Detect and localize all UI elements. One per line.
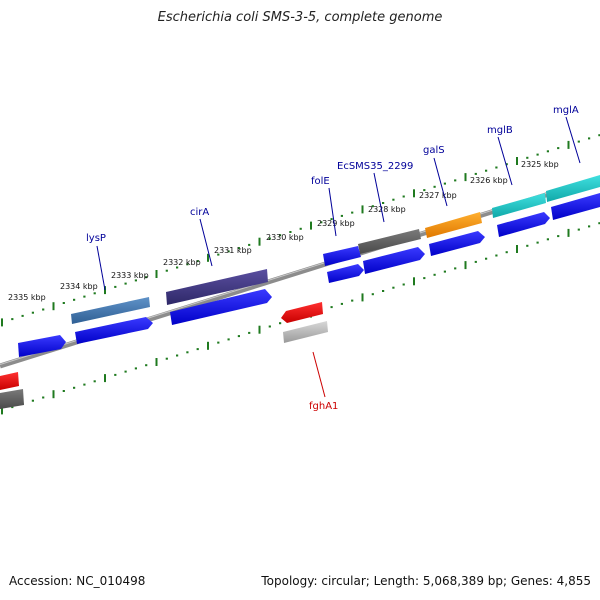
kbp-label: 2327 kbp xyxy=(419,191,457,200)
gene-fghA1[interactable] xyxy=(281,302,323,323)
feature-layer-cds xyxy=(18,193,600,357)
gene-EcSMS35_2299[interactable] xyxy=(358,229,421,254)
gene-label-EcSMS35_2299[interactable]: EcSMS35_2299 xyxy=(337,161,413,172)
leader-fghA1 xyxy=(312,351,326,398)
gene-lysP[interactable] xyxy=(71,297,150,324)
genome-summary-text: Topology: circular; Length: 5,068,389 bp… xyxy=(261,574,591,588)
leader-mglB xyxy=(497,136,513,186)
kbp-label: 2328 kbp xyxy=(368,205,406,214)
cds-arrow[interactable] xyxy=(429,231,485,256)
leader-galS xyxy=(433,157,448,207)
leader-mglA xyxy=(565,116,581,164)
cds-arrow[interactable] xyxy=(170,289,272,325)
cds-arrow[interactable] xyxy=(551,193,600,220)
kbp-label: 2333 kbp xyxy=(111,271,149,280)
map-title: Escherichia coli SMS-3-5, complete genom… xyxy=(157,10,443,25)
leader-folE xyxy=(328,187,337,237)
cds-arrow[interactable] xyxy=(75,317,153,344)
gene-labels: lysP cirA folE EcSMS35_2299 galS mglB mg… xyxy=(86,105,579,412)
cds-arrow[interactable] xyxy=(323,246,361,266)
gene-label-lysP[interactable]: lysP xyxy=(86,233,106,244)
leader-cirA xyxy=(199,218,213,267)
gene-label-folE[interactable]: folE xyxy=(311,176,330,187)
gene-label-mglA[interactable]: mglA xyxy=(553,105,579,116)
cds-arrow[interactable] xyxy=(363,247,425,274)
kbp-label: 2331 kbp xyxy=(214,246,252,255)
kbp-label: 2330 kbp xyxy=(266,233,304,242)
leader-EcSMS35_2299 xyxy=(373,172,385,223)
gene-mglA[interactable] xyxy=(546,175,600,202)
kbp-labels: 2335 kbp 2334 kbp 2333 kbp 2332 kbp 2331… xyxy=(8,160,559,302)
cds-arrow[interactable] xyxy=(497,212,550,237)
gene-label-galS[interactable]: galS xyxy=(423,145,445,156)
gene-galS[interactable] xyxy=(425,212,482,238)
gene-label-mglB[interactable]: mglB xyxy=(487,125,513,136)
gene-left-gray[interactable] xyxy=(0,389,24,409)
gene-label-fghA1[interactable]: fghA1 xyxy=(309,401,338,412)
kbp-label: 2334 kbp xyxy=(60,282,98,291)
gene-mglB[interactable] xyxy=(492,193,546,218)
kbp-label: 2332 kbp xyxy=(163,258,201,267)
accession-text: Accession: NC_010498 xyxy=(9,574,146,588)
kbp-label: 2325 kbp xyxy=(521,160,559,169)
feature-layer-reverse xyxy=(0,302,328,409)
gene-fghA1-cds[interactable] xyxy=(283,321,328,343)
tick-row-bottom xyxy=(1,222,600,415)
kbp-label: 2326 kbp xyxy=(470,176,508,185)
cds-arrow[interactable] xyxy=(327,264,364,283)
kbp-label: 2329 kbp xyxy=(317,219,355,228)
kbp-label: 2335 kbp xyxy=(8,293,46,302)
gene-cirA[interactable] xyxy=(166,269,268,305)
label-leaders xyxy=(96,116,581,398)
cds-arrow[interactable] xyxy=(18,335,66,357)
gene-label-cirA[interactable]: cirA xyxy=(190,207,209,218)
leader-lysP xyxy=(96,245,106,291)
feature-layer-colored xyxy=(0,175,600,390)
gene-left-red[interactable] xyxy=(0,372,19,390)
